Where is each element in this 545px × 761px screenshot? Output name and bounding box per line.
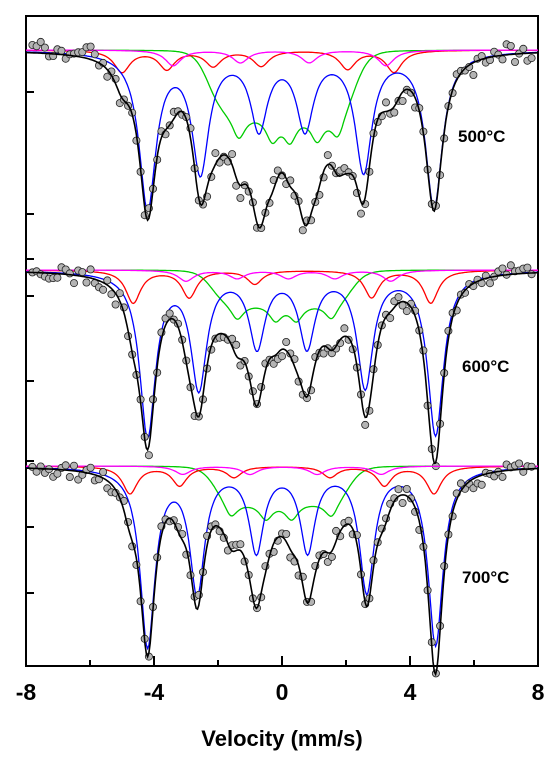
ticks-layer	[25, 91, 539, 666]
data-point	[40, 43, 49, 52]
data-point	[53, 273, 62, 282]
data-point	[485, 279, 494, 288]
data-point	[298, 226, 307, 235]
series-magenta-panel-0	[26, 49, 538, 67]
data-point	[107, 290, 116, 299]
data-point	[211, 149, 220, 158]
x-tick-label-minus4: -4	[144, 679, 165, 705]
data-point	[111, 300, 120, 309]
total-fit-panel-0	[26, 51, 538, 229]
data-point	[86, 463, 95, 472]
data-point	[236, 193, 245, 202]
data-point	[498, 472, 507, 481]
panel-2	[25, 459, 539, 678]
data-point	[402, 307, 411, 316]
data-point	[86, 265, 95, 274]
data-point	[36, 37, 45, 46]
data-points-panel-1	[28, 261, 536, 471]
total-fit-panel-2	[25, 467, 539, 677]
x-tick-label-minus8: -8	[16, 679, 37, 705]
data-point	[86, 42, 95, 51]
data-point	[506, 261, 515, 270]
series-blue-panel-2	[26, 467, 538, 651]
data-point	[506, 42, 515, 51]
data-point	[340, 324, 349, 333]
data-point	[70, 461, 79, 470]
data-point	[519, 44, 528, 53]
data-point	[82, 278, 91, 287]
data-point	[277, 352, 286, 361]
data-point	[236, 540, 245, 549]
data-point	[344, 516, 353, 525]
data-point	[515, 459, 524, 468]
data-point	[394, 293, 403, 302]
data-point	[356, 209, 365, 218]
data-point	[498, 55, 507, 64]
data-point	[456, 479, 465, 488]
data-point	[527, 54, 536, 63]
data-point	[390, 108, 399, 117]
panel-label-700: 700°C	[462, 568, 509, 587]
data-point	[498, 264, 507, 273]
data-point	[99, 467, 108, 476]
data-point	[165, 309, 174, 318]
data-point	[103, 72, 112, 81]
x-axis-label: Velocity (mm/s)	[201, 726, 362, 751]
data-point	[477, 480, 486, 489]
series-magenta-panel-1	[26, 269, 538, 282]
data-point	[394, 485, 403, 494]
data-point	[282, 337, 291, 346]
data-point	[70, 279, 79, 288]
data-point	[282, 530, 291, 539]
data-point	[469, 71, 478, 80]
series-magenta-panel-2	[26, 465, 538, 476]
data-point	[99, 285, 108, 294]
data-point	[319, 349, 328, 358]
panel-label-500: 500°C	[458, 127, 505, 146]
data-point	[103, 276, 112, 285]
data-point	[327, 552, 336, 561]
data-point	[402, 484, 411, 493]
x-tick-label-8: 8	[532, 679, 545, 705]
series-red-panel-1	[26, 269, 538, 305]
data-point	[61, 461, 70, 470]
panel-0	[25, 37, 538, 235]
x-tick-label-0: 0	[276, 679, 289, 705]
data-point	[78, 268, 87, 277]
panel-1	[26, 261, 538, 471]
data-point	[232, 340, 241, 349]
data-point	[65, 472, 74, 481]
data-point	[523, 263, 532, 272]
data-point	[57, 46, 66, 55]
panel-label-600: 600°C	[462, 357, 509, 376]
panels-layer	[25, 37, 539, 678]
x-tick-label-4: 4	[404, 679, 417, 705]
data-point	[510, 58, 519, 67]
data-point	[90, 50, 99, 59]
data-point	[386, 314, 395, 323]
data-point	[398, 97, 407, 106]
data-point	[527, 270, 536, 279]
data-point	[144, 451, 153, 460]
total-fit-panel-1	[26, 271, 538, 465]
data-point	[228, 150, 237, 159]
data-point	[361, 420, 370, 429]
data-point	[323, 151, 332, 160]
data-point	[65, 269, 74, 278]
data-point	[381, 98, 390, 107]
data-point	[398, 498, 407, 507]
data-point	[406, 494, 415, 503]
